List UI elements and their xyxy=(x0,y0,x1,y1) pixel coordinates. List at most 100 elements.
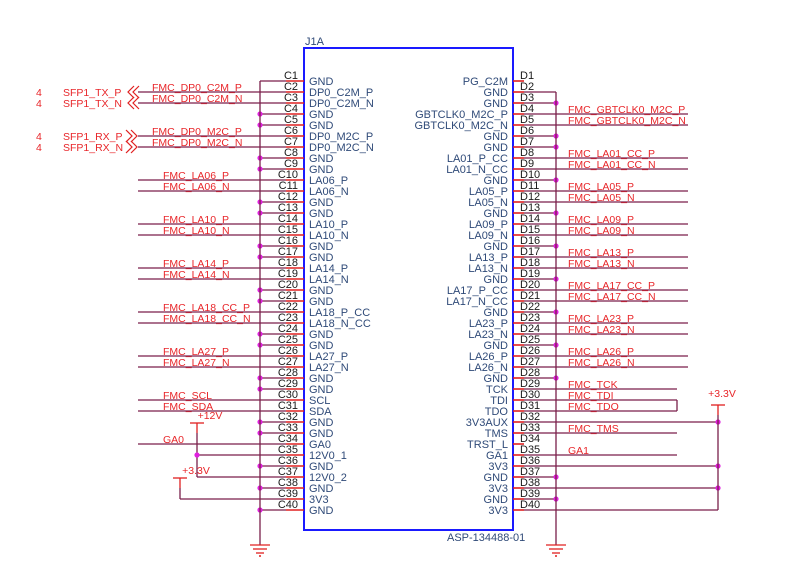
pin-name: GND xyxy=(309,373,334,385)
pin-name: GND xyxy=(484,274,509,286)
pin-name: LA27_N xyxy=(309,362,349,374)
pin-name: LA13_P xyxy=(469,252,508,264)
pin-name: DP0_C2M_P xyxy=(309,87,373,99)
pin-name: GND xyxy=(309,120,334,132)
pin-name: GND xyxy=(309,417,334,429)
pin-name: TCK xyxy=(486,384,509,396)
pin-name: DP0_M2C_N xyxy=(309,142,374,154)
net-label: FMC_LA27_N xyxy=(163,357,230,369)
pin-number: D17 xyxy=(520,246,540,258)
pin-number: C12 xyxy=(278,191,298,203)
pin-number: D33 xyxy=(520,422,540,434)
pin-number: D38 xyxy=(520,477,540,489)
net-label: FMC_LA09_N xyxy=(568,225,635,237)
net-label: FMC_LA01_CC_N xyxy=(568,159,656,171)
pin-number: C4 xyxy=(284,103,298,115)
pin-number: D25 xyxy=(520,334,540,346)
net-label: FMC_LA13_N xyxy=(568,258,635,270)
pin-name: TDI xyxy=(490,395,508,407)
ground-symbol xyxy=(259,555,261,557)
pin-number: C39 xyxy=(278,488,298,500)
pin-name: 3V3AUX xyxy=(466,417,509,429)
net-label: FMC_LA23_N xyxy=(568,324,635,336)
pin-number: C40 xyxy=(278,499,298,511)
net-label: FMC_DP0_M2C_P xyxy=(152,126,242,138)
pin-number: D9 xyxy=(520,158,534,170)
port-chevron-icon xyxy=(125,140,133,154)
pin-name: GND xyxy=(484,175,509,187)
port-chevron-icon xyxy=(130,129,138,143)
net-label: FMC_LA14_N xyxy=(163,269,230,281)
pin-number: C26 xyxy=(278,345,298,357)
pin-number: C33 xyxy=(278,422,298,434)
component-part-number: ASP-134488-01 xyxy=(447,532,525,544)
pin-name: LA09_P xyxy=(469,219,508,231)
sheet-ref: 4 xyxy=(36,142,42,154)
pin-number: C21 xyxy=(278,290,298,302)
net-label: FMC_LA09_P xyxy=(568,214,634,226)
pin-name: LA10_N xyxy=(309,230,349,242)
pin-number: D19 xyxy=(520,268,540,280)
pin-name: 3V3 xyxy=(309,494,329,506)
pin-number: D30 xyxy=(520,389,540,401)
component-ref: J1A xyxy=(305,36,325,48)
port-chevron-icon xyxy=(132,85,140,99)
pin-name: 3V3 xyxy=(488,461,508,473)
pin-name: 12V0_1 xyxy=(309,450,347,462)
pin-name: SDA xyxy=(309,406,332,418)
net-label: FMC_GBTCLK0_M2C_P xyxy=(568,104,685,116)
net-label: FMC_LA18_CC_N xyxy=(163,313,251,325)
pin-number: D24 xyxy=(520,323,540,335)
pin-number: D35 xyxy=(520,444,540,456)
pin-number: C36 xyxy=(278,455,298,467)
pin-number: C28 xyxy=(278,367,298,379)
net-label: FMC_TCK xyxy=(568,379,618,391)
net-label: FMC_LA06_P xyxy=(163,170,229,182)
pin-name: GND xyxy=(484,87,509,99)
pin-name: SCL xyxy=(309,395,330,407)
pin-name: GND xyxy=(309,197,334,209)
pin-name: LA09_N xyxy=(468,230,508,242)
pin-name: LA06_P xyxy=(309,175,348,187)
pin-number: D1 xyxy=(520,70,534,82)
pin-number: C35 xyxy=(278,444,298,456)
pin-number: C6 xyxy=(284,125,298,137)
port-name: SFP1_TX_P xyxy=(63,87,121,99)
pin-number: D11 xyxy=(520,180,539,192)
pin-name: GBTCLK0_M2C_N xyxy=(414,120,508,132)
port-name: SFP1_RX_P xyxy=(63,131,123,143)
pin-name: LA27_P xyxy=(309,351,348,363)
pin-name: GND xyxy=(309,153,334,165)
net-label: FMC_LA18_CC_P xyxy=(163,302,250,314)
pin-number: D31 xyxy=(520,400,540,412)
port-chevron-icon xyxy=(127,96,135,110)
pin-number: C30 xyxy=(278,389,298,401)
pin-name: LA01_P_CC xyxy=(447,153,508,165)
pin-number: D40 xyxy=(520,499,540,511)
pin-name: GND xyxy=(309,241,334,253)
pin-name: GND xyxy=(484,373,509,385)
pin-name: LA14_N xyxy=(309,274,349,286)
pin-name: LA26_N xyxy=(468,362,508,374)
pin-number: D20 xyxy=(520,279,540,291)
pin-name: GND xyxy=(484,131,509,143)
pin-name: GA0 xyxy=(309,439,331,451)
pin-name: GND xyxy=(484,98,509,110)
pin-number: C17 xyxy=(278,246,298,258)
pin-number: D22 xyxy=(520,301,540,313)
pin-number: D28 xyxy=(520,367,540,379)
pin-number: C13 xyxy=(278,202,298,214)
pin-name: TRST_L xyxy=(467,439,508,451)
connector-body xyxy=(303,47,514,531)
pin-name: LA23_P xyxy=(469,318,508,330)
pin-number: D5 xyxy=(520,114,534,126)
ground-symbol xyxy=(555,555,557,557)
pin-name: GND xyxy=(484,241,509,253)
pin-name: LA18_P_CC xyxy=(309,307,370,319)
pin-number: C22 xyxy=(278,301,298,313)
pin-name: LA13_N xyxy=(468,263,508,275)
power-label-3v3-right: +3.3V xyxy=(708,388,736,400)
pin-name: LA17_P_CC xyxy=(447,285,508,297)
pin-number: C10 xyxy=(278,169,298,181)
